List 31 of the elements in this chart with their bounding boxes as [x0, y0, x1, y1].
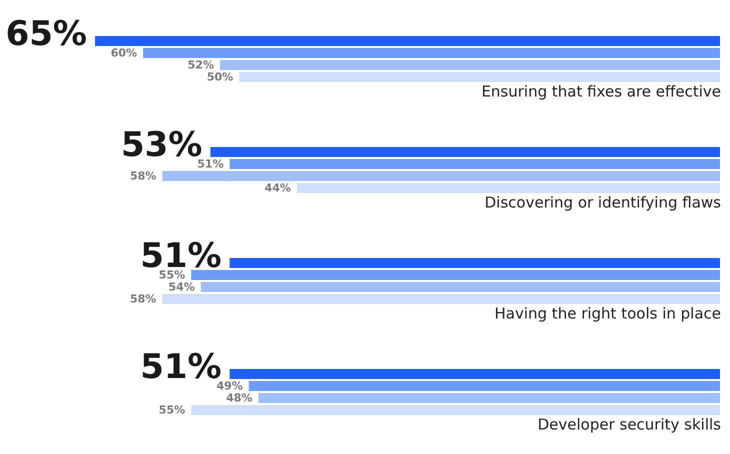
data-label: 58%	[130, 292, 156, 306]
bar	[258, 393, 720, 403]
bar	[248, 381, 720, 391]
data-label: 55%	[158, 268, 186, 282]
bar	[239, 72, 720, 82]
data-label: 52%	[188, 58, 214, 72]
data-label: 50%	[206, 70, 234, 84]
bar	[162, 294, 720, 304]
bar	[230, 258, 720, 268]
data-label: 54%	[168, 280, 195, 294]
data-label: 55%	[158, 404, 186, 416]
bar	[230, 369, 720, 379]
bar	[191, 405, 720, 415]
bar	[162, 171, 720, 181]
y-tick-label: Ensuring that fixes are effective	[481, 82, 721, 100]
data-label: 44%	[264, 182, 291, 194]
data-label: 58%	[130, 170, 156, 182]
bar	[296, 183, 720, 193]
data-label: 65%	[6, 14, 87, 54]
y-tick-label: Developer security skills	[538, 416, 722, 434]
bar	[95, 36, 720, 46]
bar	[200, 282, 720, 292]
data-label: 60%	[110, 46, 138, 60]
bar	[210, 147, 720, 157]
data-label: 48%	[226, 392, 252, 404]
bar	[230, 159, 720, 169]
bar	[191, 270, 720, 280]
y-tick-label: Discovering or identifying flaws	[484, 194, 722, 212]
y-tick-label: Having the right tools in place	[494, 304, 721, 322]
bar	[143, 48, 720, 58]
bar	[220, 60, 720, 70]
